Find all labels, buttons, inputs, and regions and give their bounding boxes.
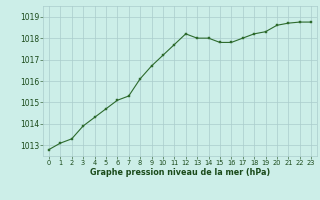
X-axis label: Graphe pression niveau de la mer (hPa): Graphe pression niveau de la mer (hPa) [90,168,270,177]
